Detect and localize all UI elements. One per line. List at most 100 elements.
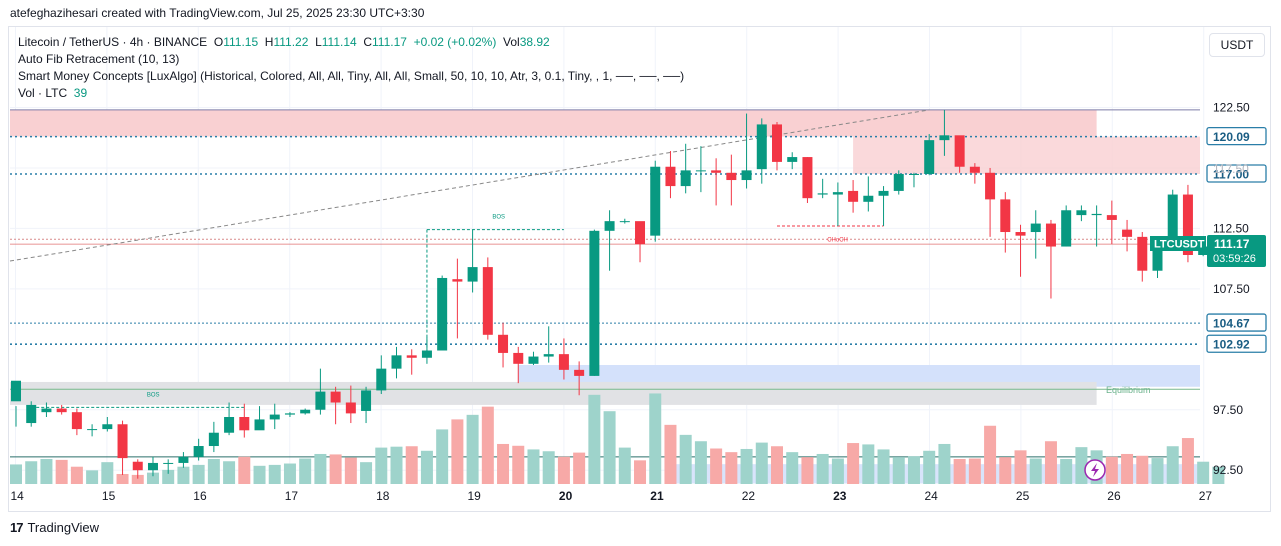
candle-body bbox=[482, 267, 493, 335]
volume-bar bbox=[1181, 438, 1194, 484]
volume-bar bbox=[847, 443, 860, 484]
volume-bar bbox=[146, 472, 159, 484]
candle bbox=[574, 361, 585, 396]
alerts-lightning-icon[interactable] bbox=[1084, 459, 1106, 481]
candle-body bbox=[1076, 210, 1087, 216]
bos-label-lower: BOS bbox=[147, 392, 160, 398]
candle bbox=[1106, 200, 1117, 245]
candle-body bbox=[406, 355, 417, 358]
candle-body bbox=[1091, 213, 1102, 216]
candle-body bbox=[680, 170, 691, 187]
candle bbox=[756, 118, 767, 184]
candle-body bbox=[269, 414, 280, 420]
candle-body bbox=[802, 157, 813, 199]
candle bbox=[802, 157, 813, 204]
volume-bar bbox=[542, 451, 555, 484]
volume-bar bbox=[40, 458, 53, 484]
last-price-tag: LTCUSDT 111.17 03:59:26 bbox=[1150, 235, 1266, 267]
candle-body bbox=[878, 190, 889, 196]
candle-body bbox=[574, 369, 585, 376]
volume-bar bbox=[557, 456, 570, 484]
candle bbox=[71, 408, 82, 436]
volume-bar bbox=[786, 452, 799, 484]
candle-body bbox=[528, 356, 539, 364]
candle-body bbox=[924, 140, 935, 174]
indicator-smc[interactable]: Smart Money Concepts [LuxAlgo] (Historic… bbox=[18, 69, 685, 83]
indicator-fib[interactable]: Auto Fib Retracement (10, 13) bbox=[18, 52, 180, 66]
price-tick-label: 122.50 bbox=[1213, 101, 1250, 115]
volume-bar bbox=[1197, 461, 1210, 484]
candle bbox=[832, 182, 843, 226]
volume-bar bbox=[1121, 453, 1134, 484]
volume-bar bbox=[862, 444, 875, 484]
candle-body bbox=[208, 432, 219, 447]
candle bbox=[635, 221, 646, 263]
volume-bar bbox=[923, 450, 936, 484]
candle-body bbox=[1045, 223, 1056, 247]
price-tick-label: 112.50 bbox=[1213, 221, 1249, 235]
open-value: 111.15 bbox=[223, 35, 259, 49]
candle-body bbox=[467, 267, 478, 282]
candle-body bbox=[56, 408, 67, 413]
volume-bar bbox=[299, 458, 312, 484]
volume-bar bbox=[664, 424, 677, 484]
candle bbox=[224, 402, 235, 436]
candle-body bbox=[863, 195, 874, 202]
volume-bar bbox=[1014, 450, 1027, 484]
candle-body bbox=[421, 350, 432, 358]
candle-body bbox=[239, 417, 250, 431]
high-value: 111.22 bbox=[273, 35, 309, 49]
legend: Litecoin / TetherUS · 4h · BINANCE O111.… bbox=[18, 34, 684, 102]
price-label-fib: 120.09 bbox=[1213, 130, 1250, 144]
indicator-volume[interactable]: Vol · LTC 39 bbox=[18, 86, 88, 100]
symbol-row[interactable]: Litecoin / TetherUS · 4h · BINANCE O111.… bbox=[18, 35, 550, 49]
time-tick-label: 24 bbox=[925, 489, 939, 503]
time-tick-label: 20 bbox=[559, 489, 573, 503]
price-label-fib: 104.67 bbox=[1213, 317, 1250, 331]
candle-body bbox=[437, 277, 448, 351]
volume-bar bbox=[1151, 458, 1164, 484]
time-tick-label: 22 bbox=[742, 489, 756, 503]
volume-bar bbox=[634, 460, 647, 484]
candle bbox=[345, 385, 356, 424]
candle bbox=[954, 135, 965, 173]
candle-body bbox=[224, 417, 235, 433]
candle bbox=[908, 172, 919, 188]
candle-body bbox=[741, 170, 752, 181]
volume-bar bbox=[55, 459, 68, 484]
candle-body bbox=[619, 221, 630, 223]
volume-bar bbox=[466, 414, 479, 484]
last-price-box bbox=[1207, 235, 1266, 267]
volume-bar bbox=[679, 434, 692, 484]
candle-body bbox=[345, 402, 356, 414]
volume-bar bbox=[253, 465, 266, 484]
candle-body bbox=[1030, 223, 1041, 233]
candle-body bbox=[787, 157, 798, 162]
volume-bar bbox=[360, 462, 373, 484]
candle-body bbox=[939, 135, 950, 141]
candle-body bbox=[300, 409, 311, 414]
candle bbox=[87, 424, 98, 437]
volume-bar bbox=[588, 394, 601, 484]
supply-zone bbox=[10, 109, 1097, 137]
low-value: 111.14 bbox=[321, 35, 357, 49]
last-price-symbol-box bbox=[1150, 236, 1206, 251]
candle bbox=[787, 152, 798, 170]
volume-bar bbox=[573, 452, 586, 484]
chart-frame bbox=[8, 26, 1271, 512]
time-tick-label: 14 bbox=[11, 489, 25, 503]
volume-bar bbox=[618, 447, 631, 484]
volume-bar bbox=[649, 393, 662, 484]
candle bbox=[208, 421, 219, 453]
candle bbox=[284, 412, 295, 418]
currency-button[interactable]: USDT bbox=[1209, 33, 1265, 57]
volume-bar bbox=[831, 458, 844, 484]
time-tick-label: 23 bbox=[833, 489, 847, 503]
candle bbox=[1122, 219, 1133, 252]
candle bbox=[1015, 224, 1026, 277]
volume-bar bbox=[953, 458, 966, 484]
volume-bar bbox=[1075, 447, 1088, 484]
candle-body bbox=[1182, 194, 1193, 255]
candle-body bbox=[772, 124, 782, 162]
